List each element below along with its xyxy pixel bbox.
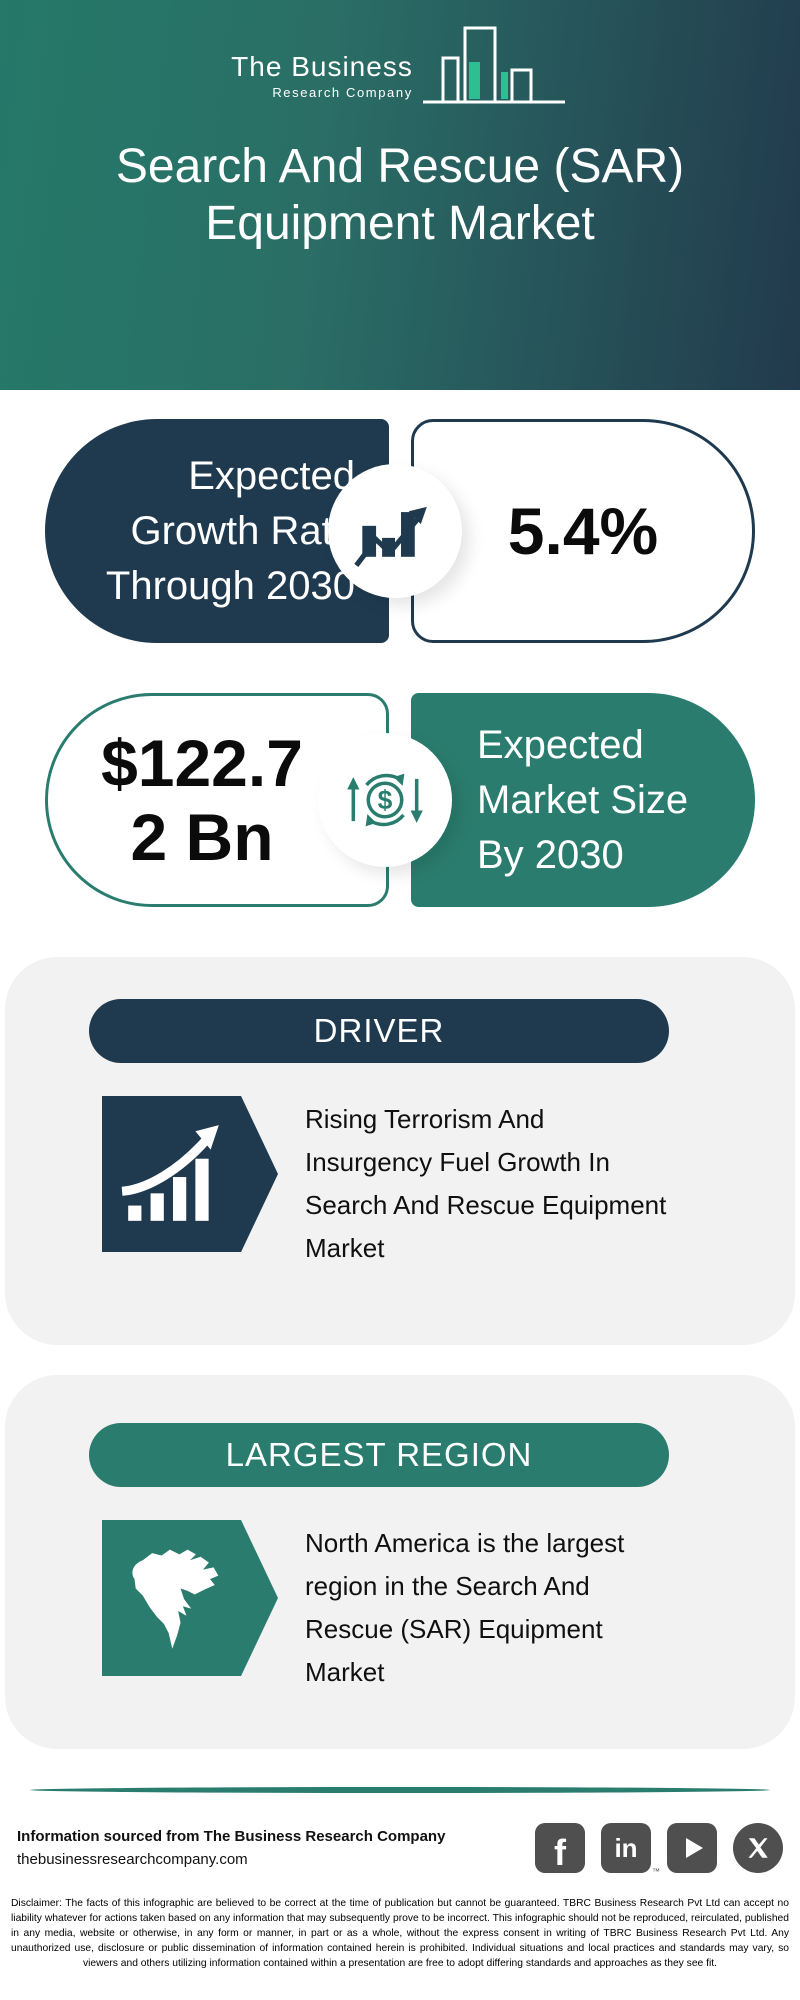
driver-text-line3: Search And Rescue Equipment: [305, 1190, 667, 1220]
source-text: Information sourced from The Business Re…: [17, 1828, 446, 1845]
north-america-map-icon: [132, 1549, 219, 1649]
largest-region-card: LARGEST REGION North America is the larg…: [5, 1375, 795, 1749]
growth-icon-circle: [328, 464, 462, 598]
source-info: Information sourced from The Business Re…: [17, 1828, 445, 1868]
teal-divider: [30, 1787, 770, 1793]
region-text-line3: Rescue (SAR) Equipment: [305, 1614, 603, 1644]
growth-rate-pill: Expected Growth Rate Through 2030 5.4%: [45, 419, 755, 643]
region-text-line4: Market: [305, 1657, 385, 1687]
region-icon-pentagon: [102, 1520, 278, 1676]
growth-label-line3: Through 2030: [105, 563, 355, 608]
market-size-label-line3: By 2030: [477, 832, 624, 877]
region-text-line1: North America is the largest: [305, 1528, 625, 1558]
linkedin-glyph: in: [614, 1832, 638, 1863]
linkedin-tm: ™: [652, 1867, 660, 1876]
play-glyph: [685, 1838, 703, 1858]
header-banner: The Business Research Company Search And…: [0, 0, 800, 390]
growth-label-line2: Growth Rate: [130, 508, 355, 553]
market-size-label: Expected Market Size By 2030: [411, 693, 755, 907]
brand-logo: The Business Research Company: [0, 0, 800, 106]
driver-text-line4: Market: [305, 1233, 385, 1263]
x-twitter-icon[interactable]: [733, 1823, 783, 1873]
region-text-line2: region in the Search And: [305, 1571, 590, 1601]
page-title-line2: Equipment Market: [205, 197, 595, 250]
market-size-label-line2: Market Size: [477, 777, 689, 822]
largest-region-text: North America is the largest region in t…: [305, 1522, 624, 1694]
market-size-value-line1: $122.7: [101, 726, 303, 800]
driver-content-row: Rising Terrorism And Insurgency Fuel Gro…: [5, 1096, 795, 1270]
driver-text-line1: Rising Terrorism And: [305, 1104, 545, 1134]
source-url[interactable]: thebusinessresearchcompany.com: [17, 1851, 248, 1868]
linkedin-icon[interactable]: in ™: [601, 1823, 660, 1876]
svg-text:$: $: [378, 785, 393, 815]
facebook-glyph: f: [554, 1832, 566, 1873]
logo-bar-chart-icon: [422, 26, 565, 104]
growth-rate-value: 5.4%: [507, 494, 659, 568]
social-bar: f in ™: [535, 1823, 783, 1876]
driver-text: Rising Terrorism And Insurgency Fuel Gro…: [305, 1098, 666, 1270]
page-title-line1: Search And Rescue (SAR): [115, 140, 685, 193]
footer: Information sourced from The Business Re…: [0, 1823, 800, 1876]
dollar-exchange-icon: $: [347, 773, 423, 827]
brand-logo-text: The Business Research Company: [231, 51, 413, 106]
bar-growth-arrow-icon: [121, 1125, 219, 1221]
largest-region-heading-pill: LARGEST REGION: [89, 1423, 669, 1487]
growth-label-line1: Expected: [188, 453, 355, 498]
driver-card: DRIVER Rising Terrorism And Insurgency F…: [5, 957, 795, 1345]
market-size-icon-circle: $: [318, 733, 452, 867]
disclaimer-text: Disclaimer: The facts of this infographi…: [11, 1898, 789, 1969]
market-size-label-line1: Expected: [477, 722, 644, 767]
youtube-icon[interactable]: [667, 1823, 717, 1873]
driver-heading: DRIVER: [313, 1012, 445, 1049]
page-title: Search And Rescue (SAR) Equipment Market: [0, 138, 800, 252]
market-size-pill: $122.7 2 Bn Expected Market Size By 2030…: [45, 693, 755, 907]
driver-text-line2: Insurgency Fuel Growth In: [305, 1147, 610, 1177]
brand-name: The Business: [231, 51, 413, 82]
x-glyph: [748, 1838, 768, 1858]
driver-heading-pill: DRIVER: [89, 999, 669, 1063]
brand-subname: Research Company: [272, 85, 413, 100]
largest-region-heading: LARGEST REGION: [225, 1436, 533, 1473]
growth-rate-value-box: 5.4%: [411, 419, 755, 643]
market-size-value-line2: 2 Bn: [130, 800, 274, 874]
growth-trend-icon: [354, 506, 427, 567]
driver-icon-pentagon: [102, 1096, 278, 1252]
facebook-icon[interactable]: f: [535, 1823, 585, 1873]
largest-region-content-row: North America is the largest region in t…: [5, 1520, 795, 1694]
